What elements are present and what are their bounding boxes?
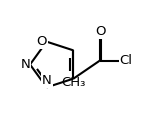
Text: Cl: Cl [119, 54, 132, 67]
Text: N: N [20, 58, 30, 71]
Text: O: O [36, 35, 47, 48]
Text: N: N [42, 74, 52, 87]
Text: O: O [95, 25, 106, 38]
Text: CH₃: CH₃ [61, 76, 86, 89]
